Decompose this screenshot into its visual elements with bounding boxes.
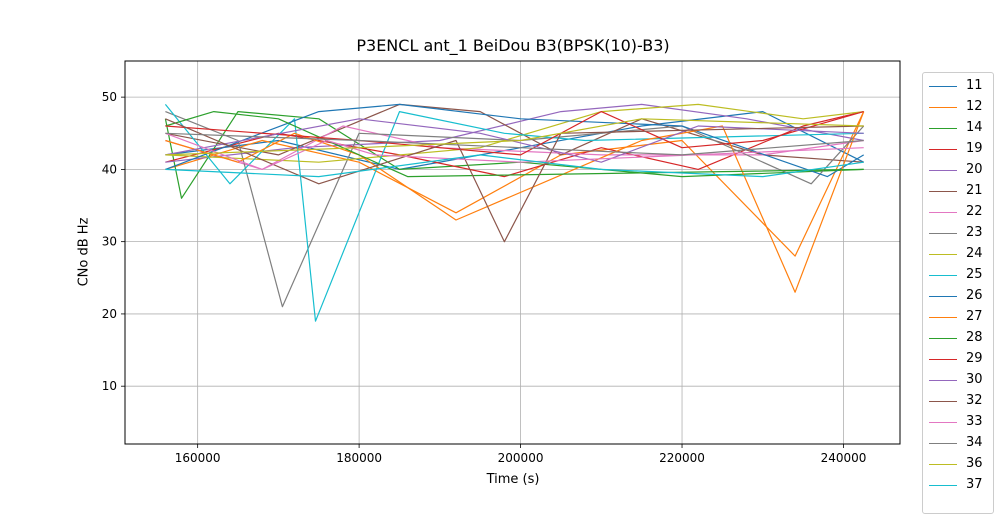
legend-entry: 33 (923, 412, 993, 433)
legend-swatch (929, 464, 957, 465)
legend-entry: 37 (923, 475, 993, 496)
legend-entry: 19 (923, 139, 993, 160)
series-lines (164, 103, 865, 322)
series-line-36 (165, 118, 864, 156)
legend-swatch (929, 191, 957, 192)
x-tick-label: 160000 (175, 451, 221, 465)
plot-area-frame (124, 60, 901, 445)
legend-entry: 25 (923, 265, 993, 286)
legend-entry: 23 (923, 223, 993, 244)
legend-entry: 26 (923, 286, 993, 307)
y-tick-label: 20 (102, 307, 117, 321)
legend-entry: 24 (923, 244, 993, 265)
legend-entry: 27 (923, 307, 993, 328)
legend-label: 12 (966, 99, 983, 114)
series-line-34 (165, 132, 864, 156)
legend-label: 11 (966, 78, 983, 93)
legend-entry: 14 (923, 118, 993, 139)
series-line-27 (165, 111, 865, 293)
legend-label: 34 (966, 435, 983, 450)
legend-swatch (929, 401, 957, 402)
series-line-37 (165, 154, 864, 178)
legend: 11 12 14 19 20 21 22 23 24 25 26 27 28 29 30 32 33 34 36 37 (922, 72, 994, 514)
legend-label: 23 (966, 225, 983, 240)
legend-entry: 34 (923, 433, 993, 454)
legend-label: 33 (966, 414, 983, 429)
chart-canvas: 160000 180000 200000 220000 240000 10 20 30 40 50 (102, 60, 901, 465)
legend-label: 26 (966, 288, 983, 303)
legend-swatch (929, 338, 957, 339)
series-line-32 (165, 118, 864, 243)
y-tick-label: 30 (102, 235, 117, 249)
legend-label: 14 (966, 120, 983, 135)
x-tick-label: 180000 (336, 451, 382, 465)
legend-swatch (929, 380, 957, 381)
legend-label: 20 (966, 162, 983, 177)
legend-label: 32 (966, 393, 983, 408)
legend-swatch (929, 275, 957, 276)
y-tick-label: 10 (102, 379, 117, 393)
x-tick-label: 220000 (659, 451, 705, 465)
grid-lines (125, 61, 900, 444)
legend-entry: 32 (923, 391, 993, 412)
series-line-26 (165, 103, 865, 178)
y-tick-label: 50 (102, 90, 117, 104)
legend-label: 29 (966, 351, 983, 366)
legend-label: 25 (966, 267, 983, 282)
legend-label: 22 (966, 204, 983, 219)
series-line-12 (165, 111, 865, 257)
legend-entry: 30 (923, 370, 993, 391)
legend-entry: 21 (923, 181, 993, 202)
y-axis-label: CNo dB Hz (76, 217, 92, 287)
legend-swatch (929, 170, 957, 171)
legend-swatch (929, 317, 957, 318)
legend-swatch (929, 233, 957, 234)
legend-entry: 28 (923, 328, 993, 349)
x-tick-label: 240000 (821, 451, 867, 465)
legend-entry: 36 (923, 454, 993, 475)
legend-swatch (929, 422, 957, 423)
axis-ticks: 160000 180000 200000 220000 240000 10 20 30 40 50 (102, 90, 867, 465)
legend-swatch (929, 254, 957, 255)
legend-label: 24 (966, 246, 983, 261)
legend-swatch (929, 443, 957, 444)
chart-title: P3ENCL ant_1 BeiDou B3(BPSK(10)-B3) (356, 36, 670, 55)
x-axis-label: Time (s) (486, 472, 540, 487)
legend-swatch (929, 359, 957, 360)
legend-swatch (929, 296, 957, 297)
legend-label: 21 (966, 183, 983, 198)
legend-entry: 29 (923, 349, 993, 370)
legend-label: 19 (966, 141, 983, 156)
legend-entry: 12 (923, 97, 993, 118)
series-line-19 (165, 111, 864, 178)
legend-swatch (929, 485, 957, 486)
legend-label: 28 (966, 330, 983, 345)
legend-swatch (929, 212, 957, 213)
series-line-21 (165, 103, 864, 163)
legend-swatch (929, 149, 957, 150)
legend-swatch (929, 128, 957, 129)
y-tick-label: 40 (102, 162, 117, 176)
series-line-30 (165, 118, 864, 163)
legend-entry: 22 (923, 202, 993, 223)
series-line-28 (165, 111, 864, 178)
legend-label: 36 (966, 456, 983, 471)
legend-label: 27 (966, 309, 983, 324)
legend-swatch (929, 107, 957, 108)
legend-entry: 11 (923, 76, 993, 97)
x-tick-label: 200000 (498, 451, 544, 465)
legend-label: 30 (966, 372, 983, 387)
legend-entry: 20 (923, 160, 993, 181)
legend-label: 37 (966, 477, 983, 492)
legend-swatch (929, 86, 957, 87)
